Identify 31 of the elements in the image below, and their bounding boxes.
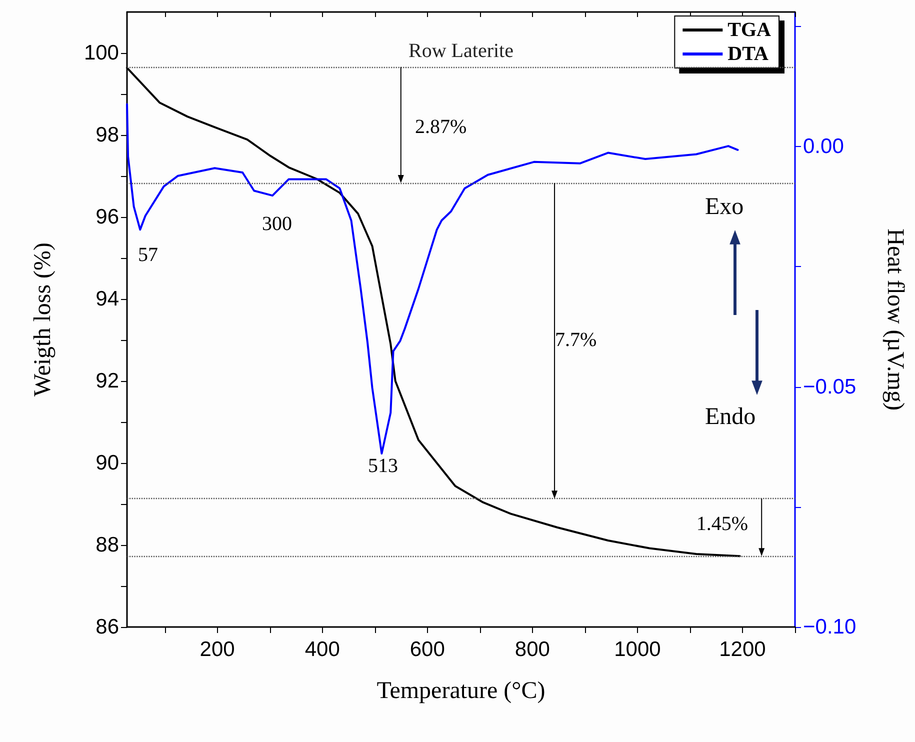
x-tick-label: 800 bbox=[514, 638, 550, 661]
y-tick-label: 100 bbox=[84, 42, 119, 64]
y-tick-label: 88 bbox=[96, 534, 119, 556]
x-tick-label: 600 bbox=[410, 638, 445, 661]
annotation: 300 bbox=[262, 213, 292, 235]
annotation: Exo bbox=[705, 194, 744, 220]
legend-label: TGA bbox=[728, 19, 772, 41]
y-tick-label: 90 bbox=[96, 452, 119, 474]
x-axis-title: Temperature (°C) bbox=[376, 678, 546, 704]
y2-axis-title: Heat flow (µV.mg) bbox=[882, 228, 908, 411]
y-axis-title: Weigth loss (%) bbox=[30, 242, 56, 397]
y2-tick-label: 0.00 bbox=[803, 135, 844, 158]
y-tick-label: 94 bbox=[96, 288, 120, 310]
legend-label: DTA bbox=[728, 43, 769, 65]
x-tick-label: 1000 bbox=[614, 638, 661, 661]
x-tick-label: 200 bbox=[200, 638, 235, 661]
annotation: 513 bbox=[368, 455, 398, 477]
annotation: 57 bbox=[138, 244, 158, 266]
x-tick-label: 400 bbox=[304, 638, 340, 661]
y-tick-label: 98 bbox=[96, 124, 119, 146]
x-tick-label: 1200 bbox=[719, 638, 766, 661]
y-tick-label: 92 bbox=[96, 370, 119, 392]
annotation: 7.7% bbox=[555, 329, 597, 351]
y2-tick-label: −0.10 bbox=[803, 616, 856, 638]
annotation: Endo bbox=[705, 404, 756, 430]
y-tick-label: 96 bbox=[96, 206, 119, 228]
ref-line-label: Row Laterite bbox=[408, 40, 514, 62]
y-tick-label: 86 bbox=[96, 616, 119, 638]
annotation: 2.87% bbox=[415, 116, 467, 138]
annotation: 1.45% bbox=[696, 513, 748, 535]
y2-tick-label: −0.05 bbox=[803, 375, 856, 398]
